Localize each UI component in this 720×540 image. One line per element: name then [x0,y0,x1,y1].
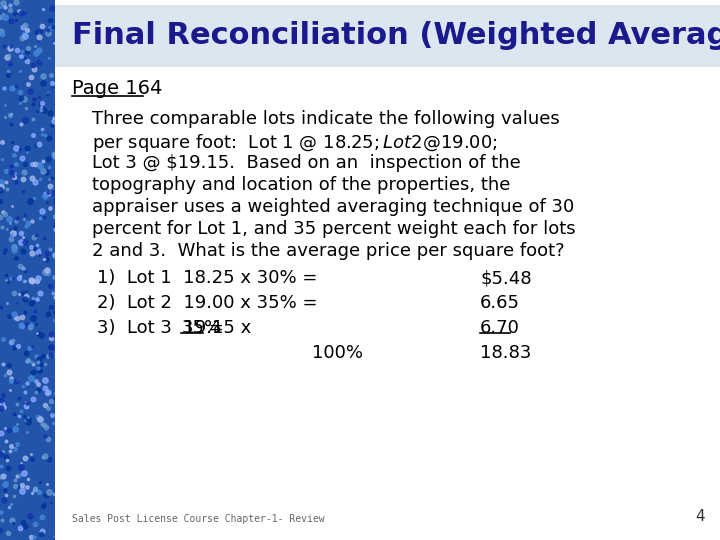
FancyBboxPatch shape [0,0,62,540]
Text: 2)  Lot 2  19.00 x 35% =: 2) Lot 2 19.00 x 35% = [97,294,318,312]
Text: 1)  Lot 1  18.25 x 30% =: 1) Lot 1 18.25 x 30% = [97,269,318,287]
Text: 6.65: 6.65 [480,294,520,312]
Text: $5.48: $5.48 [480,269,531,287]
Text: 6.70: 6.70 [480,319,520,337]
Text: topography and location of the properties, the: topography and location of the propertie… [92,176,510,194]
Text: 100%: 100% [312,344,363,362]
Text: 2 and 3.  What is the average price per square foot?: 2 and 3. What is the average price per s… [92,242,564,260]
Text: 4: 4 [696,509,705,524]
Text: Sales Post License Course Chapter-1- Review: Sales Post License Course Chapter-1- Rev… [72,514,325,524]
Text: 35%: 35% [181,319,222,337]
Text: 3)  Lot 3  19.15 x: 3) Lot 3 19.15 x [97,319,257,337]
Text: Page 164: Page 164 [72,78,163,98]
FancyBboxPatch shape [55,5,720,67]
Text: Three comparable lots indicate the following values: Three comparable lots indicate the follo… [92,110,559,128]
Text: Lot 3 @ $19.15.  Based on an  inspection of the: Lot 3 @ $19.15. Based on an inspection o… [92,154,521,172]
Text: =: = [204,319,224,337]
Text: Final Reconciliation (Weighted Average): Final Reconciliation (Weighted Average) [72,22,720,51]
Text: per square foot:  Lot 1 @ $18.25; Lot 2 @ $19.00;: per square foot: Lot 1 @ $18.25; Lot 2 @… [92,132,498,154]
Text: 18.83: 18.83 [480,344,531,362]
Text: percent for Lot 1, and 35 percent weight each for lots: percent for Lot 1, and 35 percent weight… [92,220,575,238]
Text: appraiser uses a weighted averaging technique of 30: appraiser uses a weighted averaging tech… [92,198,575,216]
Polygon shape [55,0,720,540]
